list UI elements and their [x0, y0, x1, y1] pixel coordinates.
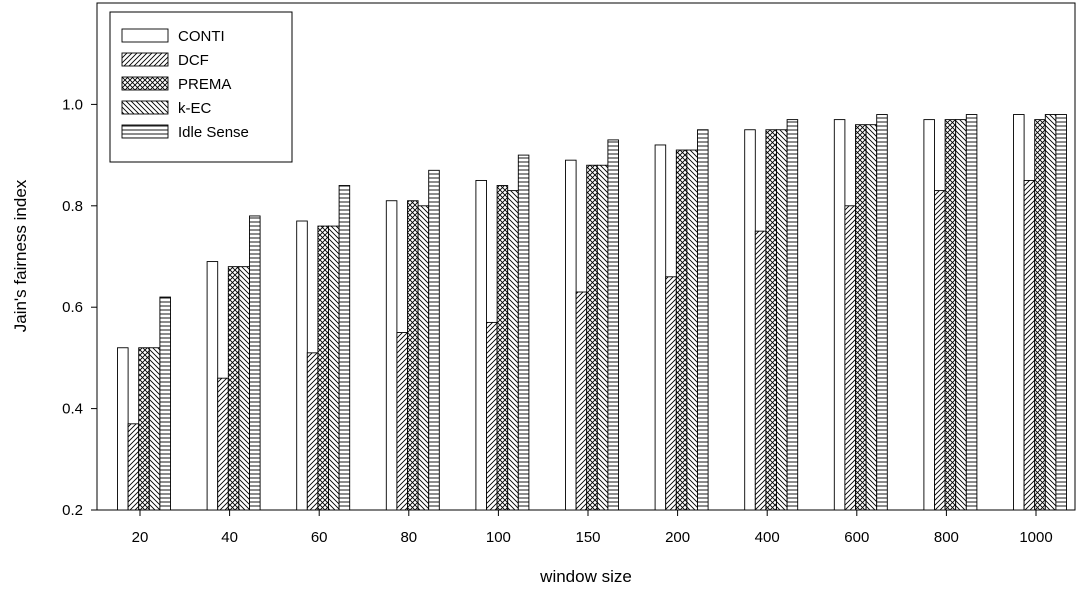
bar-idle-sense-60 — [338, 185, 351, 511]
y-tick-label: 0.4 — [62, 401, 83, 418]
legend-swatch-k-ec — [121, 100, 169, 115]
bar-prema-80 — [407, 200, 419, 511]
bar-dcf-20 — [127, 423, 140, 511]
bar-conti-800 — [923, 119, 935, 511]
bar-conti-80 — [385, 200, 398, 511]
bar-conti-100 — [475, 179, 487, 511]
x-axis: 20 40 60 80 100 150 200 400 600 800 1000 — [132, 510, 1053, 546]
bar-k-ec-150 — [596, 164, 609, 511]
legend-label-dcf: DCF — [178, 52, 209, 69]
y-axis: 0.2 0.4 0.6 0.8 1.0 — [62, 96, 97, 519]
bar-dcf-60 — [306, 352, 319, 511]
bar-conti-40 — [206, 261, 219, 511]
y-axis-label: Jain's fairness index — [11, 179, 30, 332]
x-tick-label: 400 — [755, 529, 780, 546]
bar-dcf-800 — [934, 190, 946, 511]
legend-swatch-dcf — [121, 52, 169, 67]
bar-conti-150 — [565, 159, 577, 511]
bar-idle-sense-150 — [607, 139, 619, 511]
bar-dcf-40 — [217, 377, 229, 511]
bar-idle-sense-100 — [517, 154, 530, 511]
y-tick-label: 0.6 — [62, 299, 83, 316]
bar-conti-600 — [833, 119, 846, 511]
bar-prema-20 — [138, 347, 150, 511]
x-tick-label: 60 — [311, 529, 328, 546]
bar-dcf-1000 — [1023, 179, 1036, 511]
y-tick-label: 1.0 — [62, 96, 83, 113]
bar-idle-sense-80 — [428, 169, 440, 511]
x-tick-label: 200 — [665, 529, 690, 546]
bar-dcf-600 — [844, 205, 856, 511]
x-tick-label: 800 — [934, 529, 959, 546]
y-tick-label: 0.2 — [62, 502, 83, 519]
bar-prema-400 — [765, 129, 777, 511]
bar-k-ec-800 — [955, 119, 967, 511]
bar-conti-400 — [744, 129, 756, 511]
bar-idle-sense-40 — [249, 215, 261, 511]
bar-dcf-200 — [665, 276, 677, 511]
x-tick-label: 20 — [132, 529, 149, 546]
bar-prema-800 — [944, 119, 957, 511]
y-tick-label: 0.8 — [62, 198, 83, 215]
bar-k-ec-400 — [776, 129, 788, 511]
x-tick-label: 600 — [844, 529, 869, 546]
bar-k-ec-200 — [686, 149, 698, 511]
x-tick-label: 40 — [221, 529, 238, 546]
bar-conti-20 — [117, 347, 129, 511]
bar-idle-sense-800 — [965, 114, 978, 511]
bars-group — [117, 114, 1067, 511]
legend-label-prema: PREMA — [178, 76, 231, 93]
bar-dcf-100 — [486, 321, 498, 511]
legend-swatch-idle-sense — [121, 124, 169, 139]
bar-k-ec-100 — [507, 190, 519, 511]
x-tick-label: 80 — [400, 529, 417, 546]
bar-dcf-80 — [396, 332, 408, 511]
bar-conti-60 — [296, 220, 308, 511]
bar-k-ec-80 — [417, 205, 430, 511]
bar-prema-1000 — [1034, 119, 1046, 511]
legend-swatch-conti — [121, 28, 169, 43]
bar-idle-sense-1000 — [1055, 114, 1067, 511]
x-tick-label: 1000 — [1019, 529, 1052, 546]
legend: CONTI DCF PREMA k-EC Idle Sense — [109, 11, 293, 163]
legend-label-conti: CONTI — [178, 28, 225, 45]
bar-conti-1000 — [1013, 114, 1025, 511]
x-axis-label: window size — [539, 567, 632, 586]
x-tick-label: 100 — [486, 529, 511, 546]
bar-idle-sense-400 — [786, 119, 799, 511]
bar-prema-40 — [227, 266, 240, 511]
bar-prema-60 — [317, 225, 329, 511]
bar-dcf-150 — [575, 291, 588, 511]
bar-idle-sense-200 — [697, 129, 709, 511]
legend-label-k-ec: k-EC — [178, 100, 212, 117]
legend-swatch-prema — [121, 76, 169, 91]
bar-prema-200 — [675, 149, 688, 511]
bar-k-ec-20 — [148, 347, 161, 511]
bar-k-ec-40 — [238, 266, 250, 511]
bar-k-ec-600 — [865, 124, 878, 511]
x-tick-label: 150 — [575, 529, 600, 546]
bar-dcf-400 — [754, 230, 767, 511]
bar-prema-100 — [496, 185, 509, 511]
bar-idle-sense-600 — [876, 114, 888, 511]
bar-prema-150 — [586, 164, 598, 511]
bar-prema-600 — [855, 124, 867, 511]
legend-label-idle-sense: Idle Sense — [178, 124, 249, 141]
bar-idle-sense-20 — [159, 296, 171, 511]
bar-k-ec-60 — [328, 225, 340, 511]
bar-conti-200 — [654, 144, 667, 511]
bar-k-ec-1000 — [1044, 114, 1057, 511]
